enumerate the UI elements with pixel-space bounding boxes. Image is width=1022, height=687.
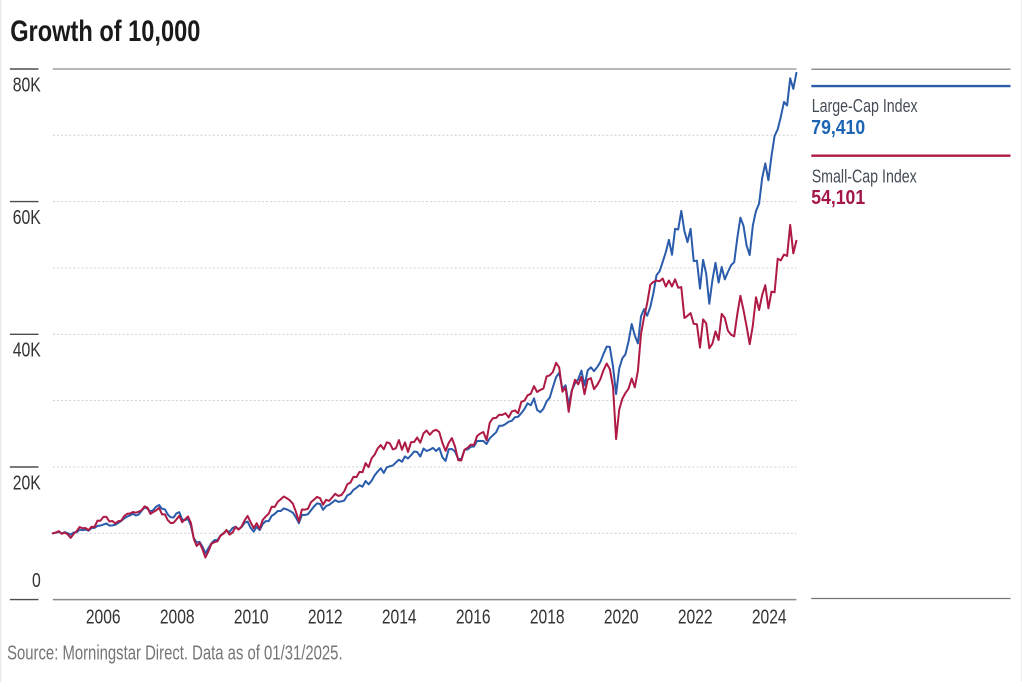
svg-text:2006: 2006 <box>86 606 121 628</box>
svg-text:2008: 2008 <box>160 606 195 628</box>
svg-text:Large-Cap Index: Large-Cap Index <box>812 95 918 116</box>
svg-text:40K: 40K <box>13 339 41 361</box>
svg-text:2018: 2018 <box>530 606 565 628</box>
svg-text:79,410: 79,410 <box>811 116 865 138</box>
svg-text:60K: 60K <box>13 206 41 228</box>
svg-text:2020: 2020 <box>604 606 639 628</box>
svg-text:20K: 20K <box>13 472 41 494</box>
svg-text:2022: 2022 <box>678 606 713 628</box>
svg-text:2010: 2010 <box>234 606 269 628</box>
svg-text:2016: 2016 <box>456 606 491 628</box>
svg-text:2024: 2024 <box>752 606 787 628</box>
svg-text:2014: 2014 <box>382 606 417 628</box>
svg-text:80K: 80K <box>13 74 41 96</box>
svg-text:54,101: 54,101 <box>811 186 865 208</box>
svg-text:Growth of 10,000: Growth of 10,000 <box>10 15 200 48</box>
svg-text:Source: Morningstar Direct. Da: Source: Morningstar Direct. Data as of 0… <box>7 641 342 664</box>
svg-text:Small-Cap Index: Small-Cap Index <box>812 165 918 186</box>
svg-text:2012: 2012 <box>308 606 343 628</box>
svg-text:0: 0 <box>32 569 41 591</box>
